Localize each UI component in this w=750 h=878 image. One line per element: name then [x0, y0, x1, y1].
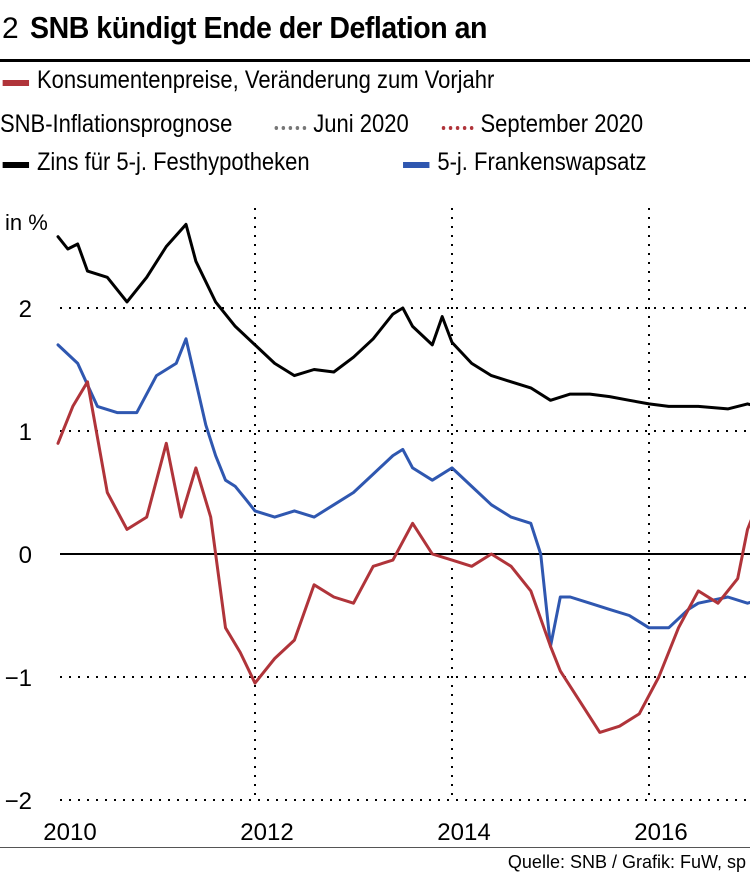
header-rule — [0, 59, 750, 62]
y-tick-label: 1 — [19, 419, 32, 446]
legend-june-label: Juni 2020 — [313, 110, 409, 138]
legend-cpi: Konsumentenpreise, Veränderung zum Vorja… — [0, 66, 748, 100]
grid — [60, 208, 750, 802]
x-tick-label: 2012 — [240, 819, 293, 846]
series-line-cpi — [56, 380, 750, 734]
legend-mortgage-label: Zins für 5-j. Festhypotheken — [36, 148, 310, 176]
y-tick-label: 0 — [19, 542, 32, 569]
legend-rates: Zins für 5-j. Festhypotheken 5-j. Franke… — [0, 148, 748, 182]
legend-forecast-label: SNB-Inflationsprognose — [0, 110, 233, 138]
legend-swap-label: 5-j. Frankenswapsatz — [437, 148, 647, 176]
x-tick-label: 2010 — [43, 819, 96, 846]
figure-number: 2 — [2, 12, 19, 45]
axis-labels: −2−10122010201220142016201820202022in % — [5, 210, 688, 846]
legend-cpi-label: Konsumentenpreise, Veränderung zum Vorja… — [36, 66, 495, 94]
legend-sept-swatch — [441, 126, 474, 130]
series-line-swap — [56, 337, 750, 648]
legend-cpi-swatch — [2, 80, 30, 86]
legend-sept-label: September 2020 — [480, 110, 644, 138]
legend-forecast: SNB-Inflationsprognose Juni 2020 Septemb… — [0, 110, 748, 144]
chart-title: SNB kündigt Ende der Deflation an — [30, 10, 488, 45]
chart-header: 2 SNB kündigt Ende der Deflation an — [0, 0, 750, 62]
legend-swap-swatch — [403, 162, 430, 168]
x-tick-label: 2014 — [437, 819, 490, 846]
series-line-mortgage — [56, 222, 750, 411]
x-tick-label: 2016 — [634, 819, 687, 846]
legend-mortgage-swatch — [2, 162, 30, 168]
series-layer — [56, 222, 750, 734]
footer-rule — [0, 847, 750, 848]
y-axis-unit: in % — [5, 210, 48, 235]
y-tick-label: −1 — [5, 665, 32, 692]
y-tick-label: −2 — [5, 788, 32, 815]
legend-june-swatch — [274, 126, 307, 130]
source-note: Quelle: SNB / Grafik: FuW, sp — [507, 852, 746, 872]
y-tick-label: 2 — [19, 296, 32, 323]
